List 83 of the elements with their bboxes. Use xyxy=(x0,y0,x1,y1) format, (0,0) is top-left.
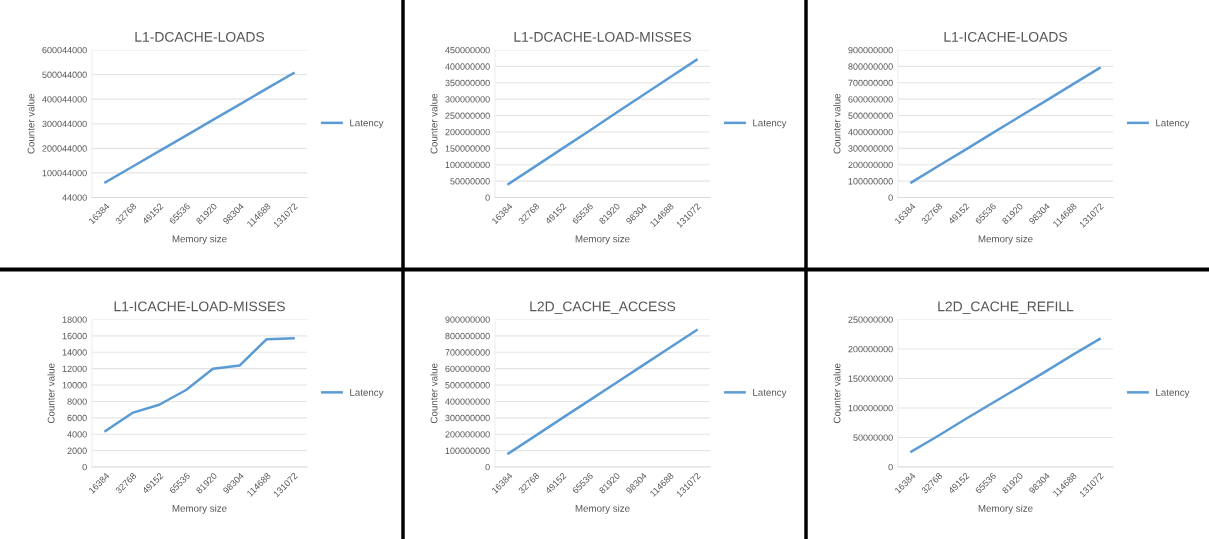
y-axis-title: Counter value xyxy=(430,93,438,154)
y-tick-label: 700000000 xyxy=(848,79,893,87)
legend-label: Latency xyxy=(753,389,787,398)
y-tick-label: 100000000 xyxy=(445,447,490,454)
y-tick-label: 700000000 xyxy=(445,349,490,356)
chart-title: L2D_CACHE_REFILL xyxy=(938,301,1074,314)
y-tick-label: 500000000 xyxy=(445,382,490,389)
y-tick-label: 300000000 xyxy=(445,96,490,103)
y-tick-label: 250000000 xyxy=(848,316,893,323)
y-tick-label: 50000000 xyxy=(853,434,893,441)
legend-label: Latency xyxy=(1156,389,1190,398)
y-axis-title: Counter value xyxy=(833,363,841,424)
y-tick-label: 2000 xyxy=(67,447,87,454)
y-tick-label: 400000000 xyxy=(848,128,893,136)
y-tick-label: 600000000 xyxy=(848,96,893,103)
x-axis-title: Memory size xyxy=(172,235,227,245)
y-tick-label: 0 xyxy=(485,194,490,201)
line-series xyxy=(104,71,295,184)
y-tick-label: 18000 xyxy=(62,316,87,323)
y-tick-label: 10000 xyxy=(62,382,87,389)
line-series xyxy=(507,58,698,186)
y-tick-label: 400000000 xyxy=(445,398,490,405)
y-tick-label: 0 xyxy=(485,463,490,471)
y-tick-label: 100044000 xyxy=(42,169,87,177)
y-tick-label: 350000000 xyxy=(445,79,490,87)
x-axis-title: Memory size xyxy=(172,504,227,514)
chart-title: L1-DCACHE-LOADS xyxy=(135,31,265,42)
y-tick-label: 900000000 xyxy=(848,46,893,54)
y-axis-title: Counter value xyxy=(27,93,35,154)
y-tick-label: 250000000 xyxy=(445,112,490,119)
y-tick-label: 0 xyxy=(82,463,87,471)
y-tick-label: 200000000 xyxy=(848,345,893,353)
y-tick-label: 100000000 xyxy=(848,404,893,412)
y-tick-label: 44000 xyxy=(62,194,87,201)
chart-title: L2D_CACHE_ACCESS xyxy=(530,301,676,314)
y-tick-label: 200000000 xyxy=(848,161,893,169)
x-axis-title: Memory size xyxy=(575,504,630,514)
y-axis-title: Counter value xyxy=(430,363,438,424)
y-tick-label: 500000000 xyxy=(848,112,893,119)
y-tick-label: 500044000 xyxy=(42,71,87,78)
chart-title: L1-ICACHE-LOADS xyxy=(944,31,1067,42)
y-tick-label: 300044000 xyxy=(42,120,87,128)
y-axis-title: Counter value xyxy=(47,363,55,424)
y-axis-title: Counter value xyxy=(833,93,841,154)
y-tick-label: 14000 xyxy=(62,349,87,356)
y-tick-label: 16000 xyxy=(62,332,87,340)
y-tick-label: 300000000 xyxy=(848,145,893,152)
y-tick-label: 12000 xyxy=(62,365,87,373)
y-tick-label: 450000000 xyxy=(445,46,490,54)
legend-label: Latency xyxy=(350,119,384,129)
y-tick-label: 900000000 xyxy=(445,316,490,323)
y-tick-label: 200000000 xyxy=(445,128,490,136)
y-tick-label: 100000000 xyxy=(848,178,893,185)
x-axis-title: Memory size xyxy=(978,235,1033,245)
y-tick-label: 800000000 xyxy=(848,63,893,70)
chart-title: L1-DCACHE-LOAD-MISSES xyxy=(514,31,691,42)
y-tick-label: 4000 xyxy=(67,431,87,438)
y-tick-label: 600000000 xyxy=(445,365,490,373)
legend-label: Latency xyxy=(350,389,384,398)
y-tick-label: 300000000 xyxy=(445,414,490,422)
y-tick-label: 6000 xyxy=(67,414,87,422)
line-series xyxy=(910,66,1101,184)
y-tick-label: 150000000 xyxy=(445,145,490,152)
y-tick-label: 600044000 xyxy=(42,46,87,54)
line-series xyxy=(507,328,698,455)
y-tick-label: 100000000 xyxy=(445,161,490,169)
y-tick-label: 8000 xyxy=(67,398,87,405)
y-tick-label: 50000000 xyxy=(450,178,490,185)
line-series xyxy=(104,337,295,433)
x-axis-title: Memory size xyxy=(575,235,630,245)
y-tick-label: 0 xyxy=(888,194,893,201)
line-series xyxy=(910,337,1101,453)
x-axis-title: Memory size xyxy=(978,504,1033,514)
y-tick-label: 150000000 xyxy=(848,375,893,382)
legend-label: Latency xyxy=(1156,119,1190,129)
y-tick-label: 200044000 xyxy=(42,145,87,152)
y-tick-label: 400044000 xyxy=(42,96,87,103)
y-tick-label: 800000000 xyxy=(445,332,490,340)
y-tick-label: 0 xyxy=(888,463,893,471)
legend-label: Latency xyxy=(753,119,787,129)
chart-title: L1-ICACHE-LOAD-MISSES xyxy=(114,301,285,312)
y-tick-label: 200000000 xyxy=(445,431,490,438)
y-tick-label: 400000000 xyxy=(445,63,490,70)
